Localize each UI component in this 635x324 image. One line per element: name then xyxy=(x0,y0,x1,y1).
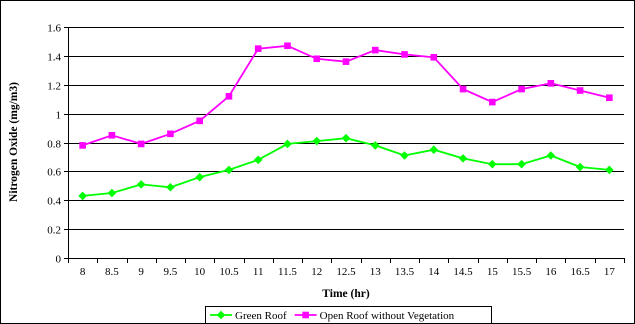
data-point xyxy=(429,145,439,155)
data-point xyxy=(254,45,262,52)
x-tick-label: 12.5 xyxy=(336,266,356,278)
data-point xyxy=(283,139,292,149)
data-point xyxy=(225,93,233,100)
y-tick-label: 0.4 xyxy=(47,196,61,208)
x-tick-label: 14 xyxy=(428,266,440,278)
legend: Green Roof Open Roof without Vegetation xyxy=(205,306,492,324)
data-point xyxy=(341,133,351,143)
x-tick-label: 8 xyxy=(80,266,86,278)
x-tick-label: 9.5 xyxy=(164,266,178,278)
x-tick-label: 15.5 xyxy=(512,266,532,278)
x-tick-label: 16.5 xyxy=(570,266,590,278)
x-tick-label: 11 xyxy=(253,266,264,278)
y-tick-label: 1.4 xyxy=(47,52,61,64)
x-tick-label: 10 xyxy=(194,266,206,278)
data-point xyxy=(302,311,309,319)
x-tick-label: 10.5 xyxy=(219,266,239,278)
x-tick-label: 13 xyxy=(370,266,382,278)
x-tick-label: 9 xyxy=(138,266,144,278)
y-axis-title: Nitrogen Oxide (mg/m3) xyxy=(8,82,20,202)
data-point xyxy=(488,159,497,169)
data-point xyxy=(108,131,116,139)
y-tick-label: 0.6 xyxy=(47,167,61,179)
data-point xyxy=(342,58,350,65)
data-point xyxy=(195,172,204,182)
x-tick-label: 15 xyxy=(487,266,499,278)
data-point xyxy=(284,42,291,50)
x-tick-label: 12 xyxy=(311,266,322,278)
data-point xyxy=(489,98,496,106)
data-point xyxy=(518,85,525,93)
data-point xyxy=(313,55,321,63)
data-point xyxy=(167,130,174,138)
x-tick-label: 8.5 xyxy=(105,266,119,278)
x-tick-label: 17 xyxy=(604,266,616,278)
data-point xyxy=(401,51,408,58)
data-point xyxy=(458,154,468,163)
x-tick-label: 13.5 xyxy=(395,266,415,278)
data-point xyxy=(166,182,175,192)
data-point xyxy=(196,117,203,125)
y-tick-label: 1.6 xyxy=(47,23,61,35)
data-point xyxy=(371,46,379,54)
data-point xyxy=(312,136,322,146)
data-point xyxy=(605,165,614,175)
data-point xyxy=(546,151,556,160)
data-point xyxy=(430,54,438,61)
data-point xyxy=(224,165,234,175)
data-point xyxy=(107,188,117,198)
y-tick-label: 1.2 xyxy=(47,81,61,93)
series-green-roof xyxy=(78,133,614,201)
data-point xyxy=(137,140,145,148)
data-point xyxy=(575,162,585,172)
data-point xyxy=(79,142,86,149)
legend-label: Open Roof without Vegetation xyxy=(320,310,455,322)
legend-item: Open Roof without Vegetation xyxy=(294,310,455,322)
x-axis-title: Time (hr) xyxy=(322,288,370,300)
x-tick-label: 11.5 xyxy=(278,266,297,278)
legend-label: Green Roof xyxy=(235,310,287,322)
data-point xyxy=(370,141,380,150)
data-point xyxy=(547,80,555,87)
data-point xyxy=(216,310,226,320)
y-tick-label: 0.2 xyxy=(47,225,61,237)
y-tick-label: 1 xyxy=(56,110,62,122)
data-point xyxy=(78,191,87,201)
data-point xyxy=(606,94,613,102)
data-point xyxy=(517,159,526,169)
legend-item: Green Roof xyxy=(210,310,287,322)
series-open-roof xyxy=(79,42,613,149)
x-tick-label: 16 xyxy=(545,266,557,278)
data-point xyxy=(576,87,584,94)
x-tick-label: 14.5 xyxy=(453,266,473,278)
y-tick-label: 0.8 xyxy=(47,139,61,151)
data-point xyxy=(459,85,467,93)
data-point xyxy=(253,155,263,165)
data-point xyxy=(136,180,146,189)
y-tick-label: 0 xyxy=(56,254,62,266)
data-point xyxy=(400,151,409,160)
